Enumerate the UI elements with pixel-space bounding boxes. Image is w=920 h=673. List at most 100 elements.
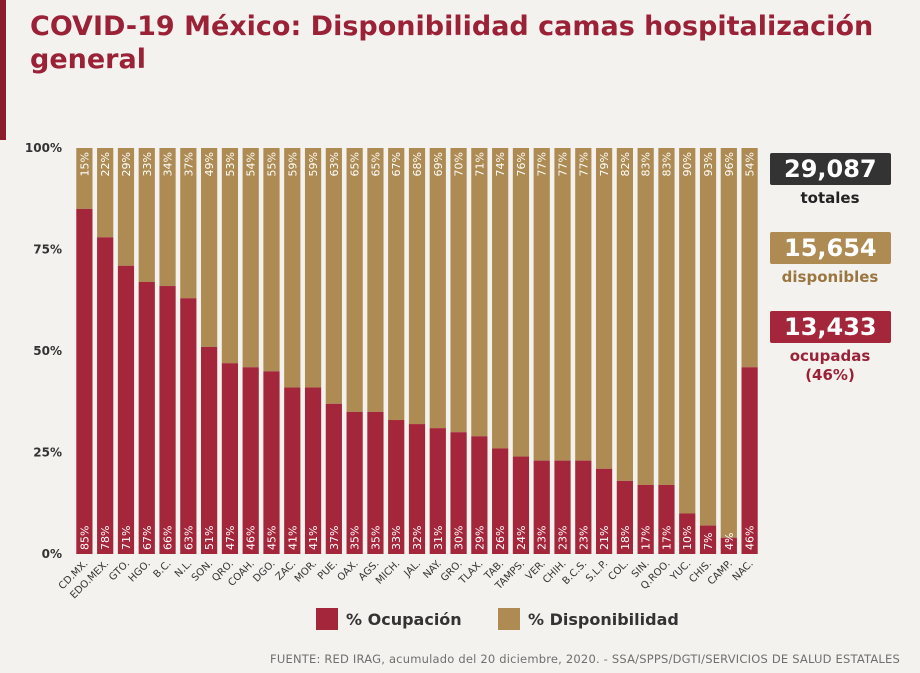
bar-disponibilidad bbox=[304, 148, 322, 388]
y-tick-label: 0% bbox=[42, 547, 62, 561]
occupied-stat: 13,433 ocupadas (46%) bbox=[770, 311, 891, 385]
data-label-disponibilidad: 65% bbox=[349, 152, 362, 176]
data-label-disponibilidad: 82% bbox=[619, 152, 632, 176]
data-label-ocupacion: 23% bbox=[536, 526, 549, 550]
bar-disponibilidad bbox=[720, 148, 737, 538]
bar-disponibilidad bbox=[97, 148, 114, 238]
bar-disponibilidad bbox=[159, 148, 176, 287]
bar-disponibilidad bbox=[180, 148, 197, 299]
bar-disponibilidad bbox=[429, 148, 446, 429]
x-category-label: SON. bbox=[190, 558, 215, 583]
data-label-ocupacion: 7% bbox=[702, 533, 715, 550]
y-tick-label: 25% bbox=[33, 446, 62, 460]
x-category-label: S.L.P. bbox=[584, 558, 610, 584]
data-label-ocupacion: 67% bbox=[141, 526, 154, 550]
data-label-disponibilidad: 63% bbox=[328, 152, 341, 176]
data-label-disponibilidad: 53% bbox=[224, 152, 237, 176]
data-label-disponibilidad: 69% bbox=[432, 152, 445, 176]
bar-disponibilidad bbox=[575, 148, 592, 461]
data-label-ocupacion: 29% bbox=[473, 526, 486, 550]
source-footer: FUENTE: RED IRAG, acumulado del 20 dicie… bbox=[270, 652, 900, 666]
bar-disponibilidad bbox=[367, 148, 384, 412]
bar-disponibilidad bbox=[699, 148, 717, 526]
legend-available-swatch bbox=[498, 608, 520, 630]
bar-disponibilidad bbox=[450, 148, 467, 433]
data-label-disponibilidad: 71% bbox=[473, 152, 486, 176]
bar-ocupacion bbox=[304, 387, 322, 554]
bar-ocupacion bbox=[97, 237, 114, 554]
data-label-ocupacion: 63% bbox=[182, 526, 195, 550]
data-label-disponibilidad: 15% bbox=[78, 152, 91, 176]
bar-disponibilidad bbox=[346, 148, 363, 412]
bar-disponibilidad bbox=[616, 148, 633, 481]
data-label-disponibilidad: 59% bbox=[286, 152, 299, 176]
data-label-ocupacion: 45% bbox=[265, 526, 278, 550]
data-label-disponibilidad: 49% bbox=[203, 152, 216, 176]
data-label-disponibilidad: 34% bbox=[162, 152, 175, 176]
bar-disponibilidad bbox=[117, 148, 135, 266]
data-label-ocupacion: 24% bbox=[515, 526, 528, 550]
bar-ocupacion bbox=[512, 456, 530, 554]
data-label-ocupacion: 31% bbox=[432, 526, 445, 550]
bar-disponibilidad bbox=[492, 148, 509, 449]
data-label-ocupacion: 85% bbox=[78, 526, 91, 550]
x-category-label: MICH. bbox=[374, 558, 402, 586]
bar-ocupacion bbox=[741, 367, 758, 554]
bar-disponibilidad bbox=[679, 148, 696, 514]
bar-ocupacion bbox=[408, 424, 426, 554]
title-accent-bar bbox=[0, 0, 6, 140]
bar-ocupacion bbox=[679, 513, 696, 554]
bar-ocupacion bbox=[616, 480, 633, 554]
data-label-ocupacion: 46% bbox=[744, 526, 757, 550]
data-label-disponibilidad: 55% bbox=[265, 152, 278, 176]
bar-ocupacion bbox=[263, 371, 280, 554]
available-label: disponibles bbox=[781, 268, 879, 286]
data-label-ocupacion: 35% bbox=[349, 526, 362, 550]
x-category-label: OAX. bbox=[336, 558, 361, 583]
legend-available: % Disponibilidad bbox=[498, 608, 679, 630]
bar-ocupacion bbox=[471, 436, 488, 554]
bar-ocupacion bbox=[533, 460, 550, 554]
bar-ocupacion bbox=[658, 484, 675, 554]
bar-disponibilidad bbox=[533, 148, 550, 461]
data-label-ocupacion: 26% bbox=[494, 526, 507, 550]
data-label-ocupacion: 33% bbox=[390, 526, 403, 550]
totals-stat: 29,087 totales bbox=[770, 153, 891, 208]
bar-ocupacion bbox=[720, 537, 737, 554]
data-label-disponibilidad: 37% bbox=[182, 152, 195, 176]
page-title: COVID-19 México: Disponibilidad camas ho… bbox=[30, 11, 874, 75]
bar-disponibilidad bbox=[554, 148, 571, 461]
data-label-ocupacion: 37% bbox=[328, 526, 341, 550]
bar-ocupacion bbox=[180, 298, 197, 554]
data-label-ocupacion: 17% bbox=[660, 526, 673, 550]
legend-occupied: % Ocupación bbox=[316, 608, 462, 630]
data-label-ocupacion: 71% bbox=[120, 526, 133, 550]
x-category-label: COL. bbox=[607, 558, 631, 582]
legend-occupied-swatch bbox=[316, 608, 338, 630]
data-label-ocupacion: 17% bbox=[640, 526, 653, 550]
bar-disponibilidad bbox=[408, 148, 426, 425]
data-label-ocupacion: 41% bbox=[307, 526, 320, 550]
bar-ocupacion bbox=[575, 460, 592, 554]
bar-ocupacion bbox=[429, 428, 446, 554]
x-category-label: PUE. bbox=[316, 558, 340, 582]
occupied-pct: (46%) bbox=[805, 366, 855, 384]
x-category-label: MOR. bbox=[293, 558, 319, 584]
available-stat: 15,654 disponibles bbox=[770, 232, 891, 287]
bar-ocupacion bbox=[76, 208, 93, 554]
data-label-disponibilidad: 90% bbox=[681, 152, 694, 176]
y-tick-label: 50% bbox=[33, 344, 62, 358]
x-category-label: HGO. bbox=[127, 558, 153, 584]
bar-disponibilidad bbox=[741, 148, 758, 368]
bar-ocupacion bbox=[367, 411, 384, 554]
data-label-disponibilidad: 59% bbox=[307, 152, 320, 176]
data-label-ocupacion: 66% bbox=[162, 526, 175, 550]
bar-ocupacion bbox=[284, 387, 301, 554]
data-label-disponibilidad: 93% bbox=[702, 152, 715, 176]
bar-ocupacion bbox=[201, 346, 218, 554]
totals-label: totales bbox=[800, 189, 860, 207]
data-label-ocupacion: 23% bbox=[577, 526, 590, 550]
data-label-disponibilidad: 83% bbox=[660, 152, 673, 176]
data-label-disponibilidad: 76% bbox=[515, 152, 528, 176]
